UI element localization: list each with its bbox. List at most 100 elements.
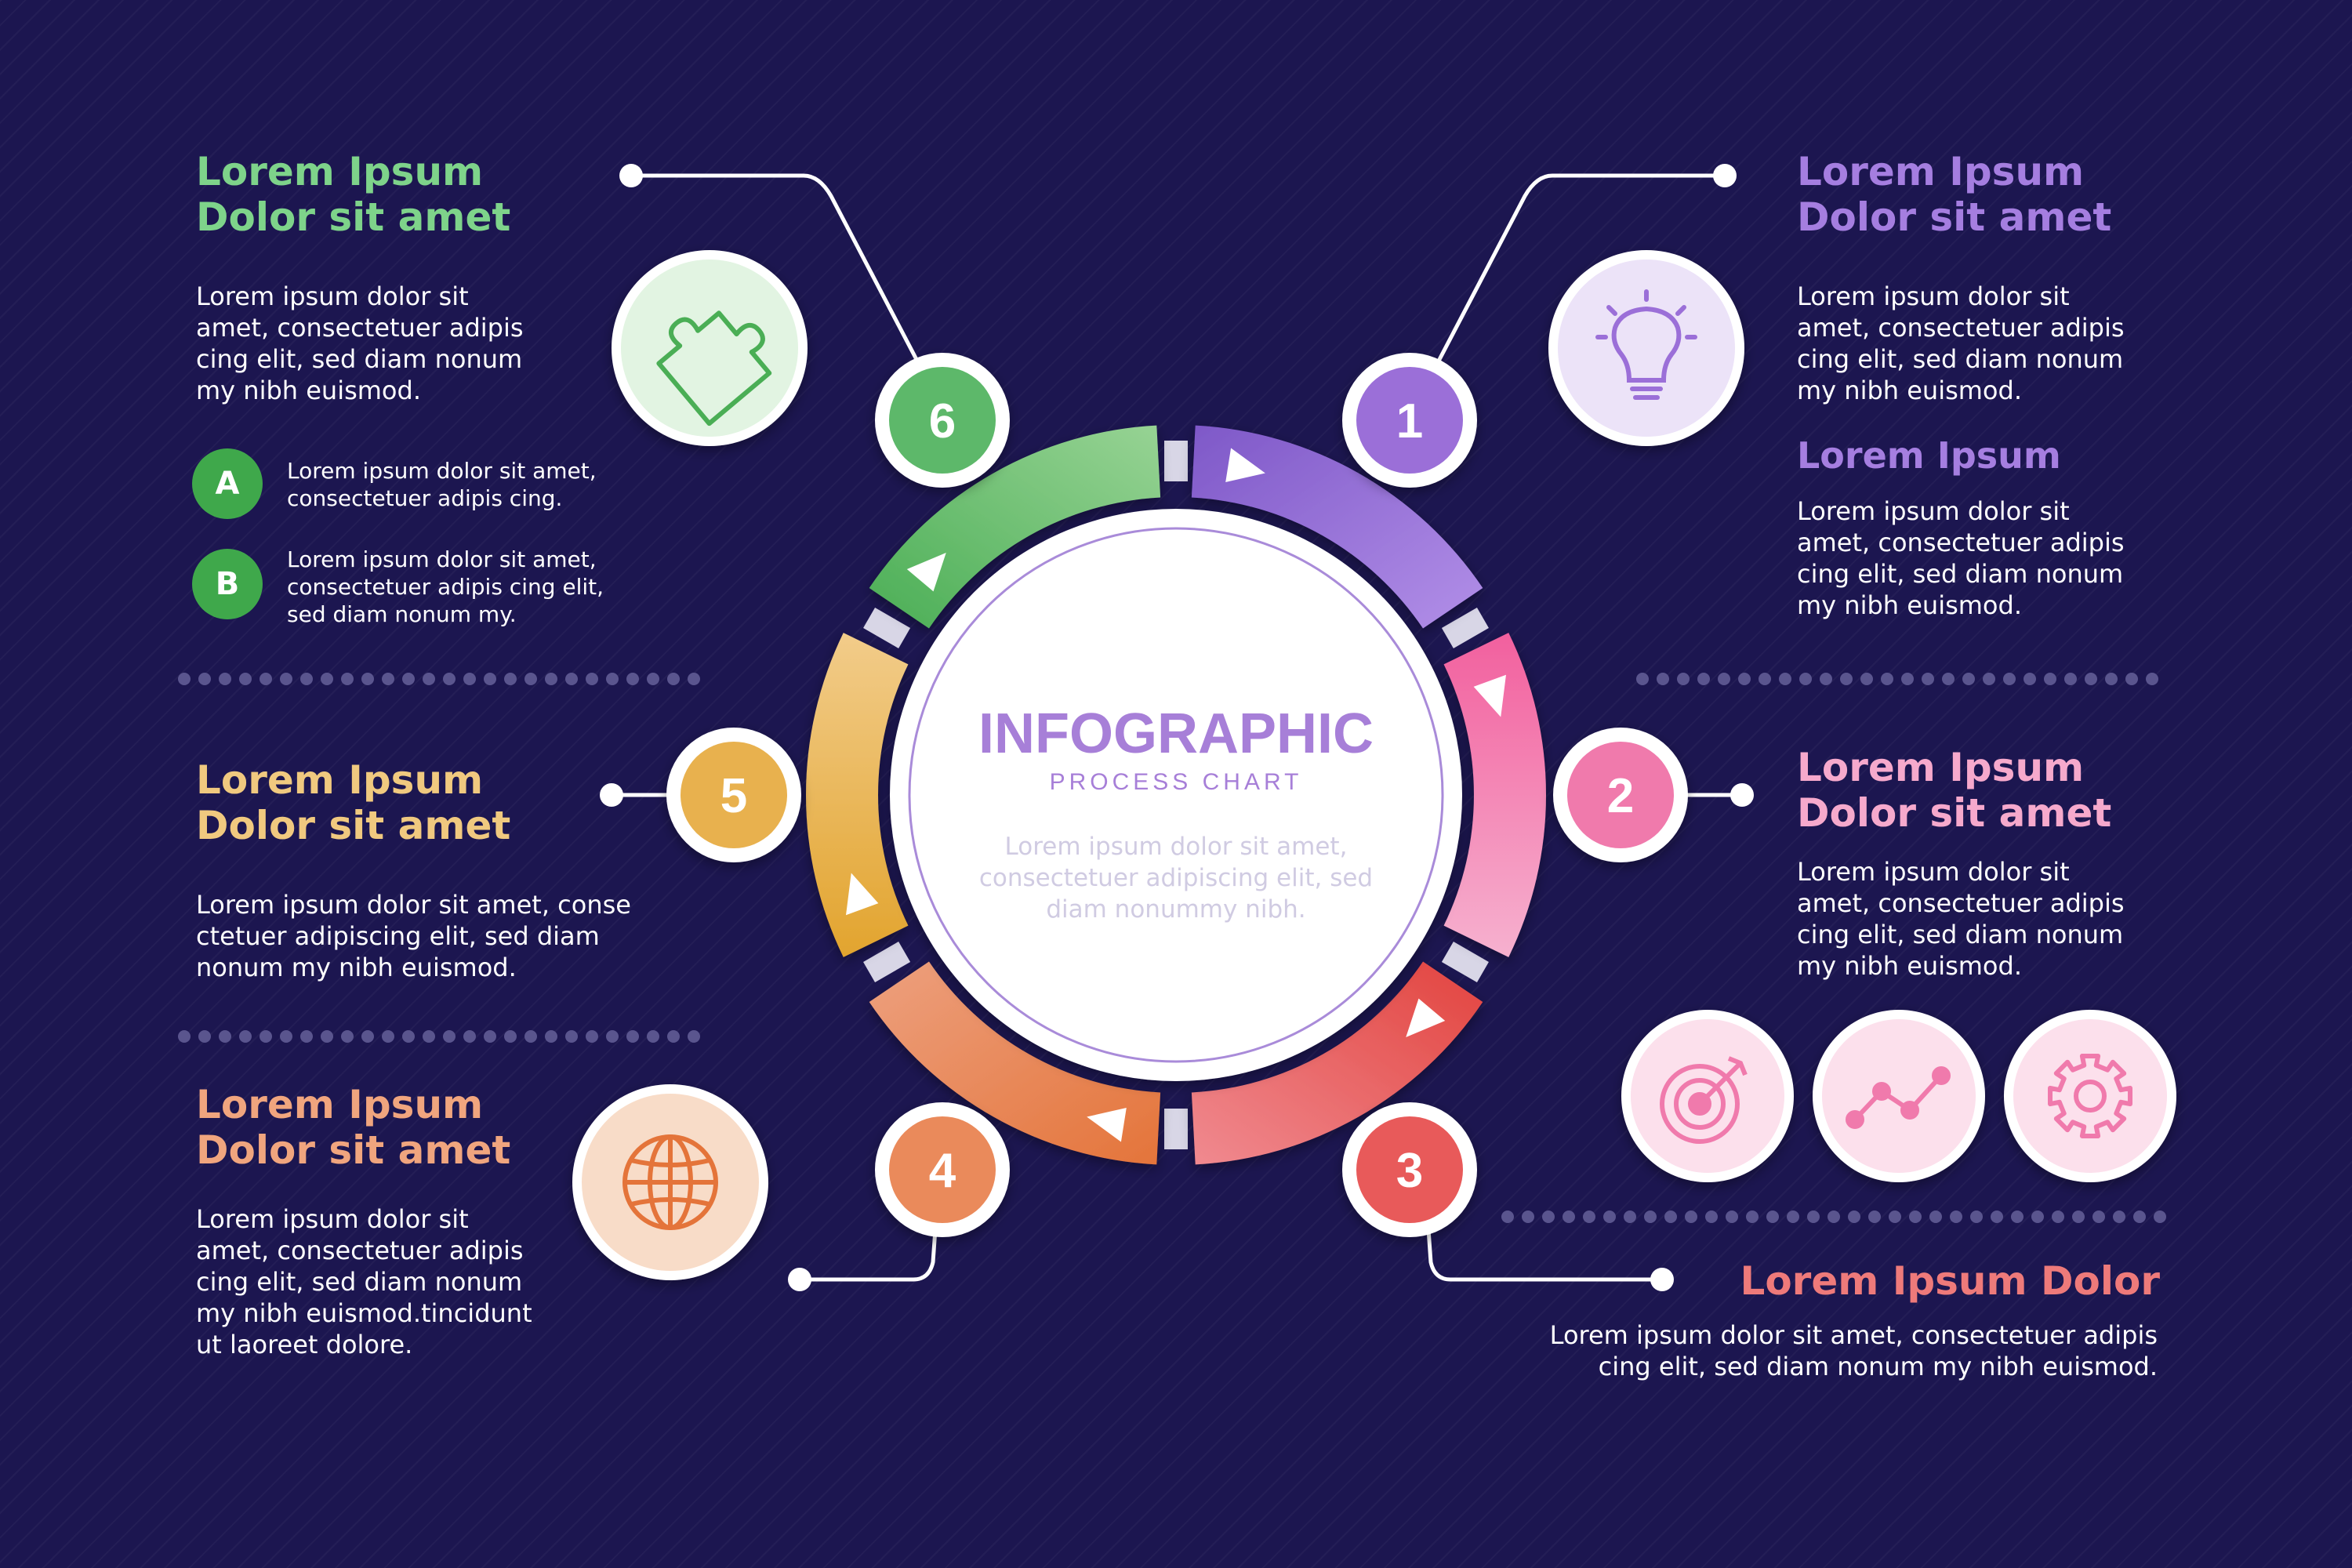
connector-dot	[1650, 1268, 1674, 1291]
separator-dot	[586, 673, 598, 685]
separator-dot	[443, 1030, 456, 1043]
ring-segment-1	[1191, 425, 1483, 629]
separator-dot	[1840, 673, 1853, 685]
separator-dot	[382, 673, 394, 685]
connector-dot	[619, 164, 643, 187]
separator-dot	[198, 673, 211, 685]
target-icon-circle	[1621, 1010, 1794, 1182]
lightbulb-icon-circle	[1548, 250, 1744, 446]
gear-icon-circle	[2004, 1010, 2176, 1182]
segment-connector	[1441, 942, 1489, 982]
dotted-separators	[178, 673, 2166, 1223]
process-ring	[806, 425, 1547, 1165]
separator-dot	[1950, 1210, 1962, 1223]
separator-dot	[1889, 1210, 1901, 1223]
separator-dot	[239, 1030, 252, 1043]
separator-dot	[504, 673, 517, 685]
separator-dot	[1563, 1210, 1575, 1223]
separator-dot	[2044, 673, 2056, 685]
separator-dot	[2003, 673, 2016, 685]
separator-dot	[1848, 1210, 1860, 1223]
item-a-text: Lorem ipsum dolor sit amet, consectetuer…	[287, 458, 597, 511]
center-title: INFOGRAPHIC	[978, 702, 1374, 765]
connector-dot	[788, 1268, 811, 1291]
separator-dot	[647, 673, 659, 685]
step4-text: Lorem ipsum dolor sit amet, consectetuer…	[196, 1204, 532, 1359]
center-ring	[908, 527, 1444, 1063]
step3-text: Lorem ipsum dolor sit amet, consectetuer…	[1549, 1320, 2158, 1381]
separator-dot	[1726, 1210, 1738, 1223]
separator-dot	[443, 673, 456, 685]
separator-dot	[1583, 1210, 1595, 1223]
step5-text: Lorem ipsum dolor sit amet, conse ctetue…	[196, 890, 631, 982]
ring-segment-3	[1191, 961, 1483, 1165]
segment-connector	[863, 608, 911, 648]
separator-dot	[300, 673, 313, 685]
separator-dot	[1962, 673, 1975, 685]
separator-dot	[1787, 1210, 1799, 1223]
separator-dot	[1746, 1210, 1759, 1223]
step2-text: Lorem ipsum dolor sit amet, consectetuer…	[1797, 857, 2125, 981]
separator-dot	[1868, 1210, 1881, 1223]
separator-dot	[1983, 673, 1995, 685]
center-text-line: diam nonummy nibh.	[1046, 895, 1305, 924]
separator-dot	[1657, 673, 1669, 685]
separator-dot	[2052, 1210, 2064, 1223]
separator-dot	[545, 673, 557, 685]
separator-dot	[565, 1030, 578, 1043]
separator-dot	[524, 673, 537, 685]
separator-dot	[341, 1030, 354, 1043]
separator-dot	[463, 673, 476, 685]
separator-dot	[280, 1030, 292, 1043]
separator-dot	[2105, 673, 2118, 685]
separator-dot	[1942, 673, 1955, 685]
separator-dot	[1991, 1210, 2003, 1223]
separator-dot	[565, 673, 578, 685]
separator-dot	[667, 673, 680, 685]
separator-dot	[321, 1030, 333, 1043]
lightbulb-icon	[1595, 289, 1697, 400]
separator-dot	[1644, 1210, 1657, 1223]
step6-title: Lorem Ipsum Dolor sit amet	[196, 149, 511, 240]
separator-dot	[260, 1030, 272, 1043]
connector-step1	[1432, 173, 1725, 370]
separator-dot	[300, 1030, 313, 1043]
separator-dot	[524, 1030, 537, 1043]
step1-subtext: Lorem ipsum dolor sit amet, consectetuer…	[1797, 496, 2125, 620]
separator-dot	[219, 1030, 231, 1043]
separator-dot	[504, 1030, 517, 1043]
ring-segment-4	[869, 961, 1161, 1165]
segment-connector	[863, 942, 911, 982]
separator-dot	[2024, 673, 2036, 685]
connector-step3	[1425, 1207, 1662, 1282]
badge-a: A	[192, 448, 263, 519]
separator-dot	[1881, 673, 1893, 685]
separator-dot	[545, 1030, 557, 1043]
separator-dot	[606, 673, 619, 685]
step-3-badge: 3	[1342, 1102, 1477, 1237]
step-5-number: 5	[720, 769, 747, 823]
step-4-badge: 4	[875, 1102, 1010, 1237]
connector-dot	[600, 783, 623, 807]
separator-dot	[1624, 1210, 1636, 1223]
globe-icon	[622, 1134, 718, 1230]
separator-dot	[178, 1030, 191, 1043]
separator-dot	[1759, 673, 1771, 685]
direction-arrow-icon	[846, 873, 879, 916]
separator-dot	[1922, 673, 1934, 685]
separator-dot	[586, 1030, 598, 1043]
direction-arrow-icon	[906, 552, 946, 592]
item-b-text: Lorem ipsum dolor sit amet, consectetuer…	[287, 546, 604, 627]
separator-dot	[2064, 673, 2077, 685]
separator-dot	[1738, 673, 1751, 685]
separator-dot	[1677, 673, 1690, 685]
trend-chart-icon-circle	[1813, 1010, 1985, 1182]
separator-dot	[382, 1030, 394, 1043]
separator-dot	[178, 673, 191, 685]
separator-dot	[260, 673, 272, 685]
center-text-line: consectetuer adipiscing elit, sed	[979, 864, 1373, 892]
separator-dot	[2146, 673, 2158, 685]
separator-dot	[1542, 1210, 1555, 1223]
separator-dot	[606, 1030, 619, 1043]
